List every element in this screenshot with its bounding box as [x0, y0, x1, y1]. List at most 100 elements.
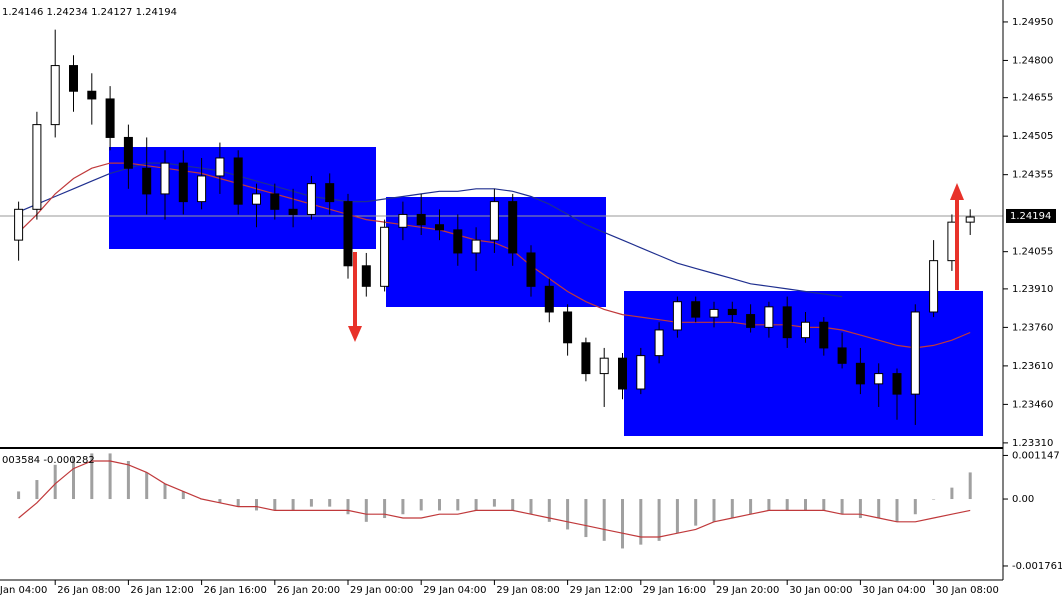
x-tick-label: 26 Jan 08:00	[57, 585, 120, 596]
x-tick-label: 26 Jan 16:00	[204, 585, 267, 596]
x-tick-label: 30 Jan 08:00	[936, 585, 999, 596]
y-tick-label: 1.24655	[1012, 93, 1053, 104]
candle-body	[874, 373, 884, 385]
candle-body	[32, 124, 42, 210]
plot	[0, 29, 1003, 549]
histogram-bar	[749, 499, 753, 515]
y-tick-label: 1.23610	[1012, 361, 1053, 372]
candle-body	[746, 314, 756, 328]
candle-body	[398, 213, 408, 228]
histogram-bar	[401, 499, 405, 515]
arrows	[348, 183, 964, 342]
candle-body	[361, 265, 371, 287]
histogram-bar	[72, 457, 75, 500]
histogram-bar	[712, 499, 716, 522]
histogram-bar	[804, 499, 807, 511]
candle-body	[325, 183, 335, 203]
candle-body	[526, 252, 536, 287]
histogram-bar	[511, 499, 515, 511]
histogram-bar	[858, 499, 862, 519]
candle-body	[380, 226, 390, 287]
candle-body	[489, 201, 499, 241]
candle-body	[87, 90, 97, 100]
candle-body	[306, 183, 316, 215]
histogram-bar	[35, 480, 39, 500]
candle-body	[855, 362, 865, 385]
candle-body	[416, 213, 426, 226]
histogram-bar	[218, 499, 222, 503]
y-tick-label: 1.24355	[1012, 170, 1053, 181]
x-tick-label: 29 Jan 12:00	[570, 585, 633, 596]
histogram-bar	[236, 499, 240, 507]
histogram-bar	[53, 464, 57, 500]
candle-body	[892, 373, 902, 395]
candle-body	[435, 224, 444, 231]
x-tick-label: 29 Jan 00:00	[350, 585, 413, 596]
candle-body	[105, 98, 115, 138]
y-tick-label: 0.00	[1012, 494, 1034, 505]
candle-body	[252, 193, 261, 205]
x-tick-label: 26 Jan 20:00	[277, 585, 340, 596]
histogram-bar	[675, 499, 679, 534]
y-tick-label: 1.23310	[1012, 438, 1053, 449]
candle-body	[947, 221, 957, 262]
y-tick-label: 1.24800	[1012, 55, 1053, 66]
y-tick-label: 1.24055	[1012, 247, 1053, 258]
histogram-bar	[694, 499, 698, 526]
y-tick-label: 1.23910	[1012, 284, 1053, 295]
histogram-bar	[785, 499, 789, 511]
x-tick-label: 29 Jan 20:00	[716, 585, 779, 596]
histogram-bar	[255, 499, 258, 511]
histogram-bar	[90, 453, 94, 500]
candle-body	[197, 175, 207, 203]
candle-body	[343, 201, 353, 267]
candle-body	[69, 65, 78, 92]
candle-body	[544, 285, 554, 313]
candle-body	[160, 162, 170, 195]
histogram-bar	[346, 499, 350, 515]
histogram-bar	[364, 499, 368, 522]
histogram-bar	[529, 499, 533, 515]
candle-body	[727, 308, 737, 316]
candle-body	[618, 357, 627, 390]
histogram-bar	[419, 499, 423, 511]
x-tick-label: 29 Jan 08:00	[496, 585, 559, 596]
y-tick-label: 1.23460	[1012, 399, 1053, 410]
histogram-bar	[163, 483, 167, 500]
histogram-bar	[950, 487, 954, 500]
histogram-bar	[145, 472, 149, 500]
x-tick-label: 29 Jan 16:00	[643, 585, 706, 596]
up-arrow-head	[950, 183, 964, 200]
histogram-bar	[474, 499, 478, 511]
histogram-bar	[913, 499, 917, 515]
last-price-box	[1006, 208, 1056, 223]
candle-body	[819, 321, 829, 349]
histogram-bar	[492, 499, 496, 507]
candle-body	[288, 208, 298, 215]
candle-body	[599, 357, 609, 375]
candle-body	[215, 157, 225, 177]
candle-body	[709, 308, 719, 318]
candle-body	[453, 229, 463, 254]
candle-body	[929, 260, 939, 313]
candle-body	[581, 342, 591, 375]
y-tick-label: 1.24950	[1012, 17, 1053, 28]
candle-body	[691, 301, 701, 318]
x-tick-label: 26 Jan 12:00	[130, 585, 193, 596]
indicator-header: 003584 -0.000282	[2, 455, 95, 466]
histogram-bar	[968, 472, 972, 500]
histogram-bar	[621, 499, 624, 549]
histogram-bar	[328, 499, 332, 507]
candle-body	[233, 157, 243, 205]
candle-body	[654, 329, 664, 357]
candle-body	[782, 306, 792, 339]
candle-body	[764, 306, 774, 328]
histogram-bar	[932, 499, 936, 500]
histogram-bar	[438, 499, 441, 511]
candle-body	[672, 301, 682, 331]
candle-body	[123, 136, 133, 169]
y-tick-label: 0.001147	[1012, 450, 1060, 461]
candle-body	[910, 311, 920, 395]
